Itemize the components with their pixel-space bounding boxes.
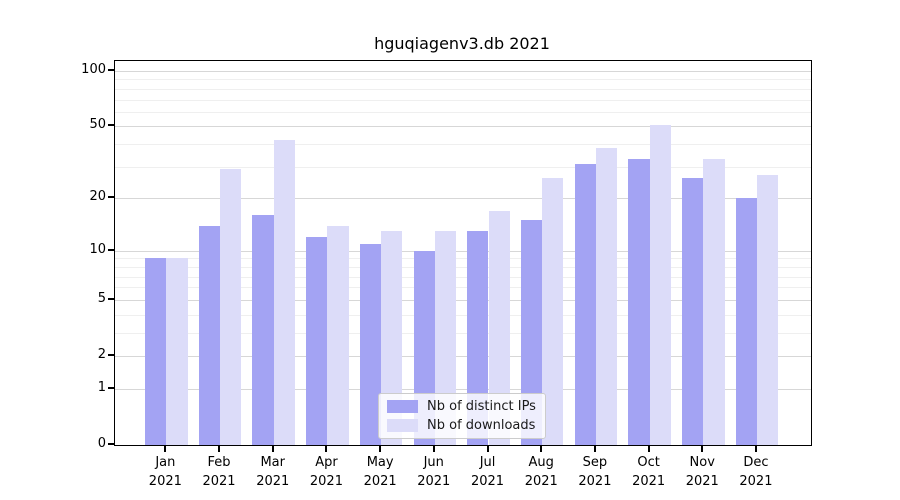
bar-downloads: [649, 124, 671, 445]
major-gridline: [115, 71, 811, 72]
major-gridline: [115, 126, 811, 128]
x-axis-tick-label: Aug 2021: [524, 455, 558, 489]
y-axis-tick-mark: [108, 69, 114, 71]
bar-downloads: [434, 231, 457, 445]
x-axis-tick-mark: [432, 446, 435, 452]
major-gridline: [115, 198, 811, 200]
x-axis-tick-mark: [755, 446, 757, 452]
y-axis-tick-label: 20: [89, 189, 106, 205]
minor-gridline: [115, 111, 811, 113]
y-axis-tick-mark: [108, 297, 114, 300]
bar-distinct-ips: [467, 231, 489, 445]
minor-gridline: [115, 332, 811, 334]
x-axis-tick-mark: [540, 446, 543, 452]
bar-downloads: [703, 159, 725, 445]
y-axis-tick-label: 2: [97, 347, 106, 362]
x-axis-tick-label: Jun 2021: [417, 455, 451, 489]
x-axis-tick-mark: [593, 446, 596, 452]
minor-gridline: [115, 258, 811, 260]
legend-label-downloads: Nb of downloads: [427, 418, 536, 433]
x-axis-tick-mark: [325, 446, 328, 452]
bar-downloads: [220, 169, 242, 445]
bar-distinct-ips: [359, 243, 382, 445]
minor-gridline: [115, 287, 811, 289]
x-axis-tick-label: Mar 2021: [256, 455, 290, 489]
bar-distinct-ips: [628, 159, 650, 445]
bar-distinct-ips: [252, 215, 274, 445]
y-axis-tick-mark: [108, 386, 114, 389]
bar-distinct-ips: [306, 237, 328, 445]
bar-distinct-ips: [574, 164, 596, 445]
bar-distinct-ips: [145, 258, 167, 445]
y-axis-tick-label: 10: [89, 241, 106, 257]
x-axis-tick-label: Jan 2021: [148, 455, 182, 489]
x-axis-tick-label: Dec 2021: [739, 455, 773, 489]
x-axis-tick-mark: [486, 446, 489, 452]
chart-title: hguqiagenv3.db 2021: [374, 34, 550, 53]
legend-swatch-downloads: [387, 419, 418, 432]
y-axis-tick-mark: [108, 124, 114, 127]
legend-item-distinct-ips: Nb of distinct IPs: [387, 399, 537, 414]
bar-downloads: [327, 225, 349, 445]
major-gridline: [115, 299, 811, 301]
minor-gridline: [115, 276, 811, 278]
x-axis-tick-mark: [218, 446, 220, 452]
x-axis-tick-label: Apr 2021: [309, 455, 343, 489]
bar-distinct-ips: [735, 198, 757, 445]
minor-gridline: [115, 266, 811, 268]
x-axis-tick-label: Jul 2021: [470, 455, 505, 489]
bar-downloads: [273, 140, 295, 445]
x-axis-tick-label: Sep 2021: [578, 455, 612, 489]
bar-downloads: [488, 210, 510, 445]
y-axis-tick-mark: [108, 354, 114, 356]
x-axis-tick-mark: [379, 446, 382, 452]
y-axis-tick-label: 50: [89, 117, 106, 133]
y-axis-tick-label: 0: [97, 436, 106, 451]
y-axis-tick-mark: [108, 196, 114, 199]
major-gridline: [115, 250, 811, 252]
minor-gridline: [115, 166, 811, 168]
bar-downloads: [542, 177, 564, 445]
x-axis-tick-mark: [164, 446, 167, 452]
plot-area: Nb of distinct IPs Nb of downloads: [114, 60, 812, 446]
bar-distinct-ips: [198, 225, 220, 445]
legend-item-downloads: Nb of downloads: [387, 418, 537, 433]
x-axis-tick-label: Oct 2021: [632, 455, 666, 489]
y-axis-tick-mark: [108, 248, 114, 251]
minor-gridline: [115, 99, 811, 101]
legend-swatch-distinct-ips: [387, 400, 418, 413]
minor-gridline: [115, 79, 811, 81]
x-axis-tick-mark: [701, 446, 704, 452]
minor-gridline: [115, 314, 811, 316]
bar-distinct-ips: [520, 220, 543, 445]
x-axis-tick-mark: [647, 446, 650, 452]
y-axis-tick-label: 5: [97, 290, 106, 306]
bar-downloads: [381, 231, 403, 445]
major-gridline: [115, 388, 811, 390]
minor-gridline: [115, 88, 811, 90]
x-axis-tick-label: Nov 2021: [685, 455, 719, 489]
y-axis-tick-label: 100: [81, 62, 106, 77]
y-axis-tick-label: 1: [97, 379, 106, 395]
legend-label-distinct-ips: Nb of distinct IPs: [427, 399, 536, 414]
x-axis-tick-label: Feb 2021: [202, 455, 236, 489]
bar-distinct-ips: [682, 177, 704, 445]
bar-downloads: [166, 258, 188, 445]
x-axis-tick-label: May 2021: [363, 455, 397, 489]
bar-downloads: [757, 174, 779, 445]
bar-downloads: [595, 148, 618, 445]
x-axis-tick-mark: [271, 446, 274, 452]
major-gridline: [115, 356, 811, 357]
minor-gridline: [115, 144, 811, 145]
y-axis-tick-mark: [108, 443, 114, 445]
legend: Nb of distinct IPs Nb of downloads: [378, 393, 546, 439]
